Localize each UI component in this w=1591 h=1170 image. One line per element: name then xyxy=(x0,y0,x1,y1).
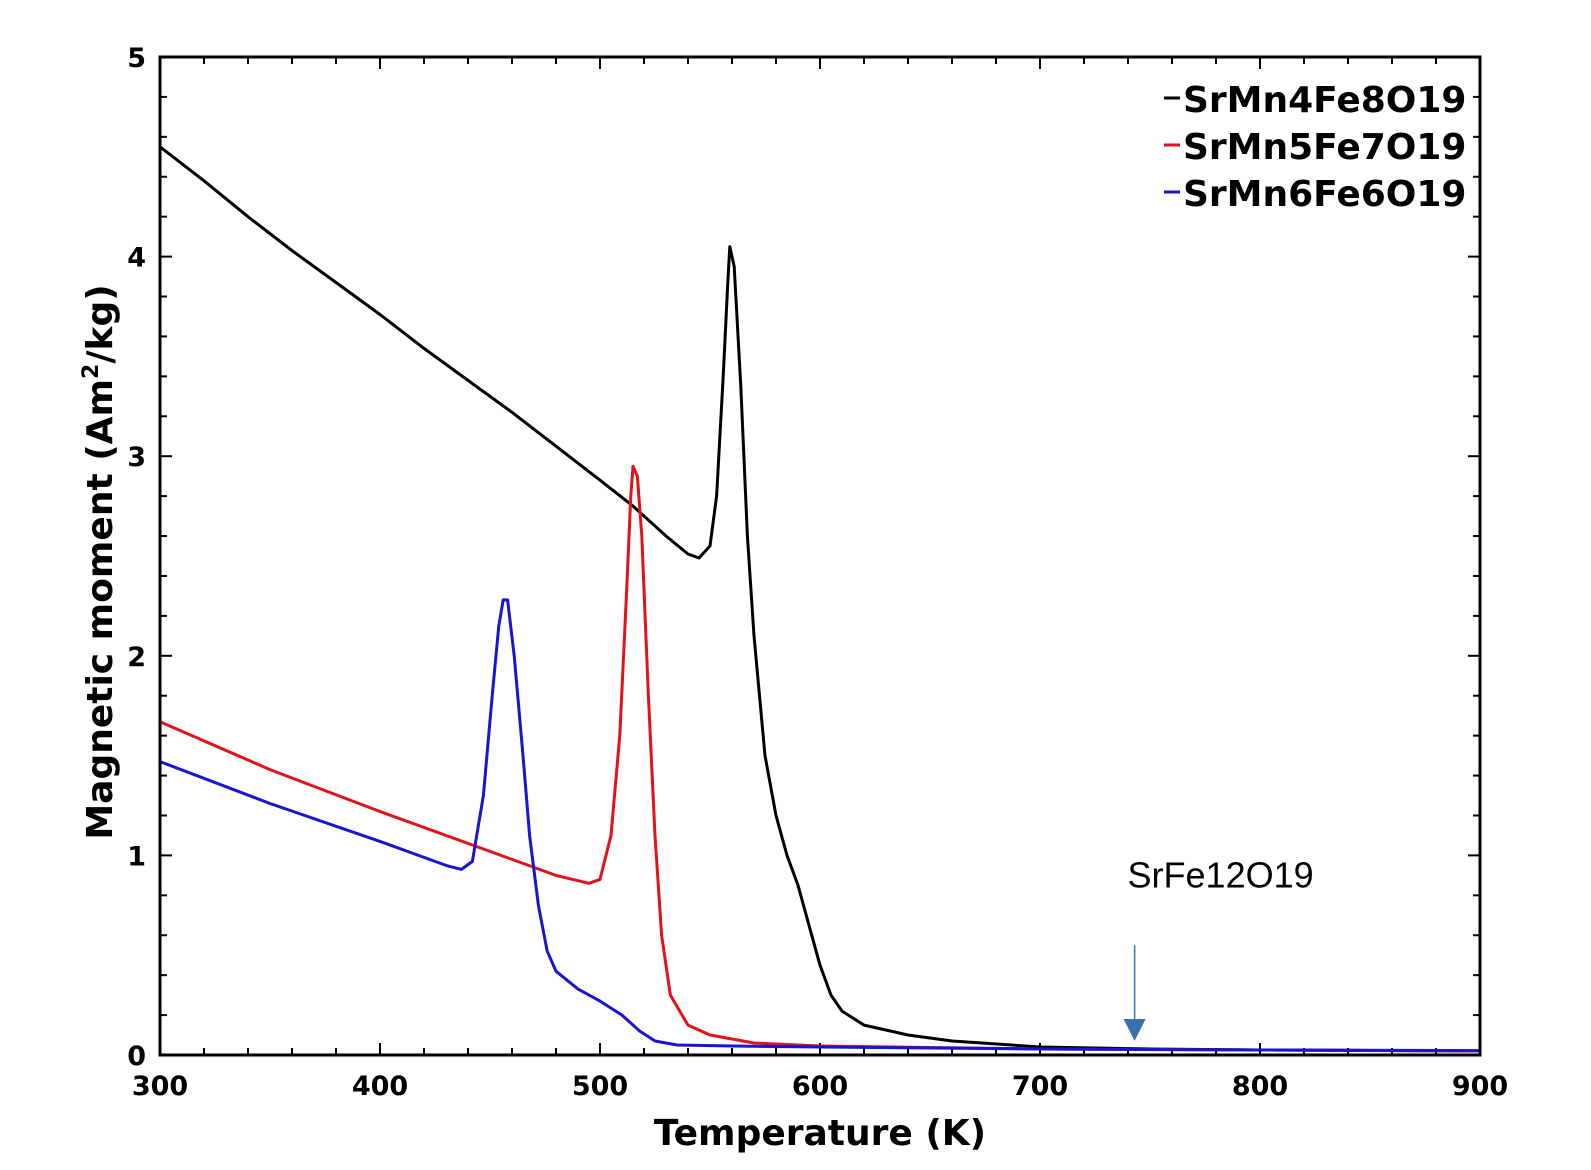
series-layer xyxy=(159,145,1481,1053)
y-tick-label: 4 xyxy=(127,243,146,274)
x-tick-label: 300 xyxy=(132,1071,188,1102)
y-tick-label: 5 xyxy=(127,43,146,74)
y-axis-title-superscript: 2 xyxy=(79,364,104,379)
y-tick-label: 1 xyxy=(127,841,146,872)
series-line-SrMn4Fe8O19 xyxy=(159,145,1481,1053)
y-axis-title: Magnetic moment (Am2/kg) xyxy=(79,284,121,839)
annotation-label: SrFe12O19 xyxy=(1128,854,1314,895)
y-axis-title-main: Magnetic moment (Am xyxy=(80,379,121,840)
y-axis-title-tail: /kg) xyxy=(80,284,121,363)
x-tick-label: 500 xyxy=(572,1071,628,1102)
annotation-layer: SrFe12O19 xyxy=(1123,854,1314,1042)
y-tick-label: 3 xyxy=(127,442,146,473)
y-tick-label: 2 xyxy=(127,642,146,673)
x-axis-title: Temperature (K) xyxy=(654,1113,986,1154)
x-tick-label: 800 xyxy=(1232,1071,1288,1102)
annotation-arrow-head xyxy=(1123,1019,1146,1042)
ticks-layer: 300 400 500 600 700 800 900 0 1 2 3 4 5 xyxy=(127,43,1508,1102)
x-tick-label: 400 xyxy=(352,1071,408,1102)
legend-label: SrMn5Fe7O19 xyxy=(1183,127,1466,168)
legend-label: SrMn6Fe6O19 xyxy=(1183,174,1466,215)
plot-frame xyxy=(158,55,1482,1057)
x-tick-label: 900 xyxy=(1452,1071,1508,1102)
x-tick-label: 700 xyxy=(1012,1071,1068,1102)
y-tick-label: 0 xyxy=(127,1041,146,1072)
legend-label: SrMn4Fe8O19 xyxy=(1183,80,1466,121)
legend: SrMn4Fe8O19 SrMn5Fe7O19 SrMn6Fe6O19 xyxy=(1164,80,1466,215)
series-line-SrMn5Fe7O19 xyxy=(159,464,1481,1053)
series-line-SrMn6Fe6O19 xyxy=(159,598,1481,1053)
x-tick-label: 600 xyxy=(792,1071,848,1102)
